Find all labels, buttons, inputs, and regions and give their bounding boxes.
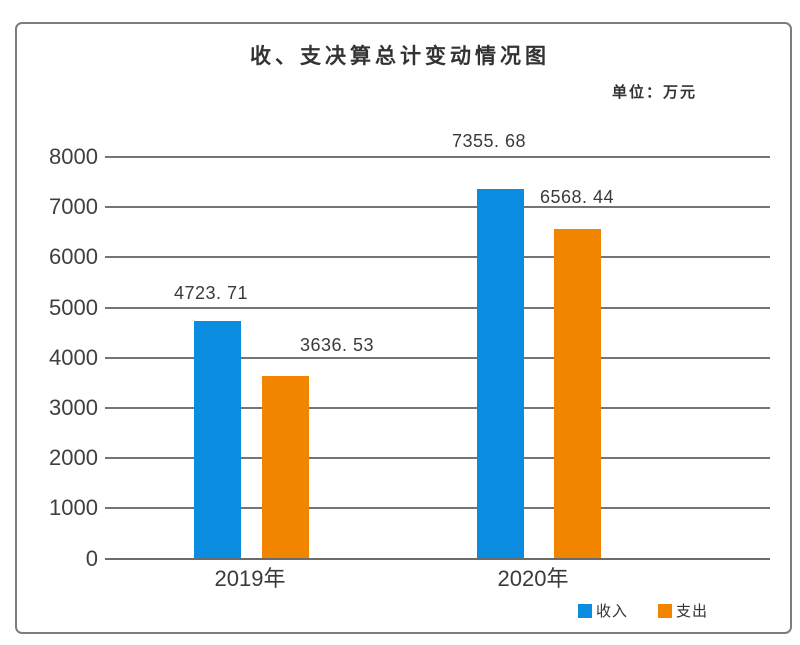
y-tick-label: 8000 — [49, 143, 98, 169]
bar-收入-2020年 — [477, 189, 524, 559]
gridline — [105, 406, 770, 409]
gridline — [105, 256, 770, 259]
unit-label: 单位：万元 — [612, 83, 698, 101]
y-tick-label: 6000 — [49, 244, 98, 270]
bar-收入-2019年 — [194, 321, 241, 559]
legend-label: 收入 — [596, 603, 629, 620]
gridline — [105, 306, 770, 309]
bar-支出-2020年 — [554, 228, 601, 559]
legend-item-支出: 支出 — [658, 600, 708, 621]
chart-title: 收、支决算总计变动情况图 — [250, 43, 550, 68]
gridline — [105, 457, 770, 460]
chart-frame — [15, 22, 792, 634]
bar-value-label: 6568. 44 — [540, 187, 615, 207]
y-tick-label: 4000 — [49, 344, 98, 370]
gridline — [105, 155, 770, 158]
bar-value-label: 3636. 53 — [300, 335, 375, 355]
legend-item-收入: 收入 — [578, 600, 628, 621]
bar-支出-2019年 — [262, 375, 309, 559]
y-tick-label: 1000 — [49, 495, 98, 521]
gridline — [105, 206, 770, 209]
legend-label: 支出 — [676, 603, 709, 620]
y-tick-label: 2000 — [49, 445, 98, 471]
bar-value-label: 7355. 68 — [452, 131, 527, 151]
y-tick-label: 7000 — [49, 194, 98, 220]
legend: 收入 支出 — [578, 600, 708, 621]
legend-swatch-icon — [658, 603, 673, 618]
gridline — [105, 507, 770, 510]
y-tick-label: 5000 — [49, 294, 98, 320]
y-tick-label: 3000 — [49, 394, 98, 420]
legend-swatch-icon — [578, 603, 592, 618]
gridline — [105, 356, 770, 359]
x-axis-line — [105, 557, 770, 560]
bar-value-label: 4723. 71 — [174, 283, 249, 303]
x-category-label: 2020年 — [497, 566, 569, 591]
x-category-label: 2019年 — [214, 566, 286, 591]
y-tick-label: 0 — [85, 545, 98, 571]
